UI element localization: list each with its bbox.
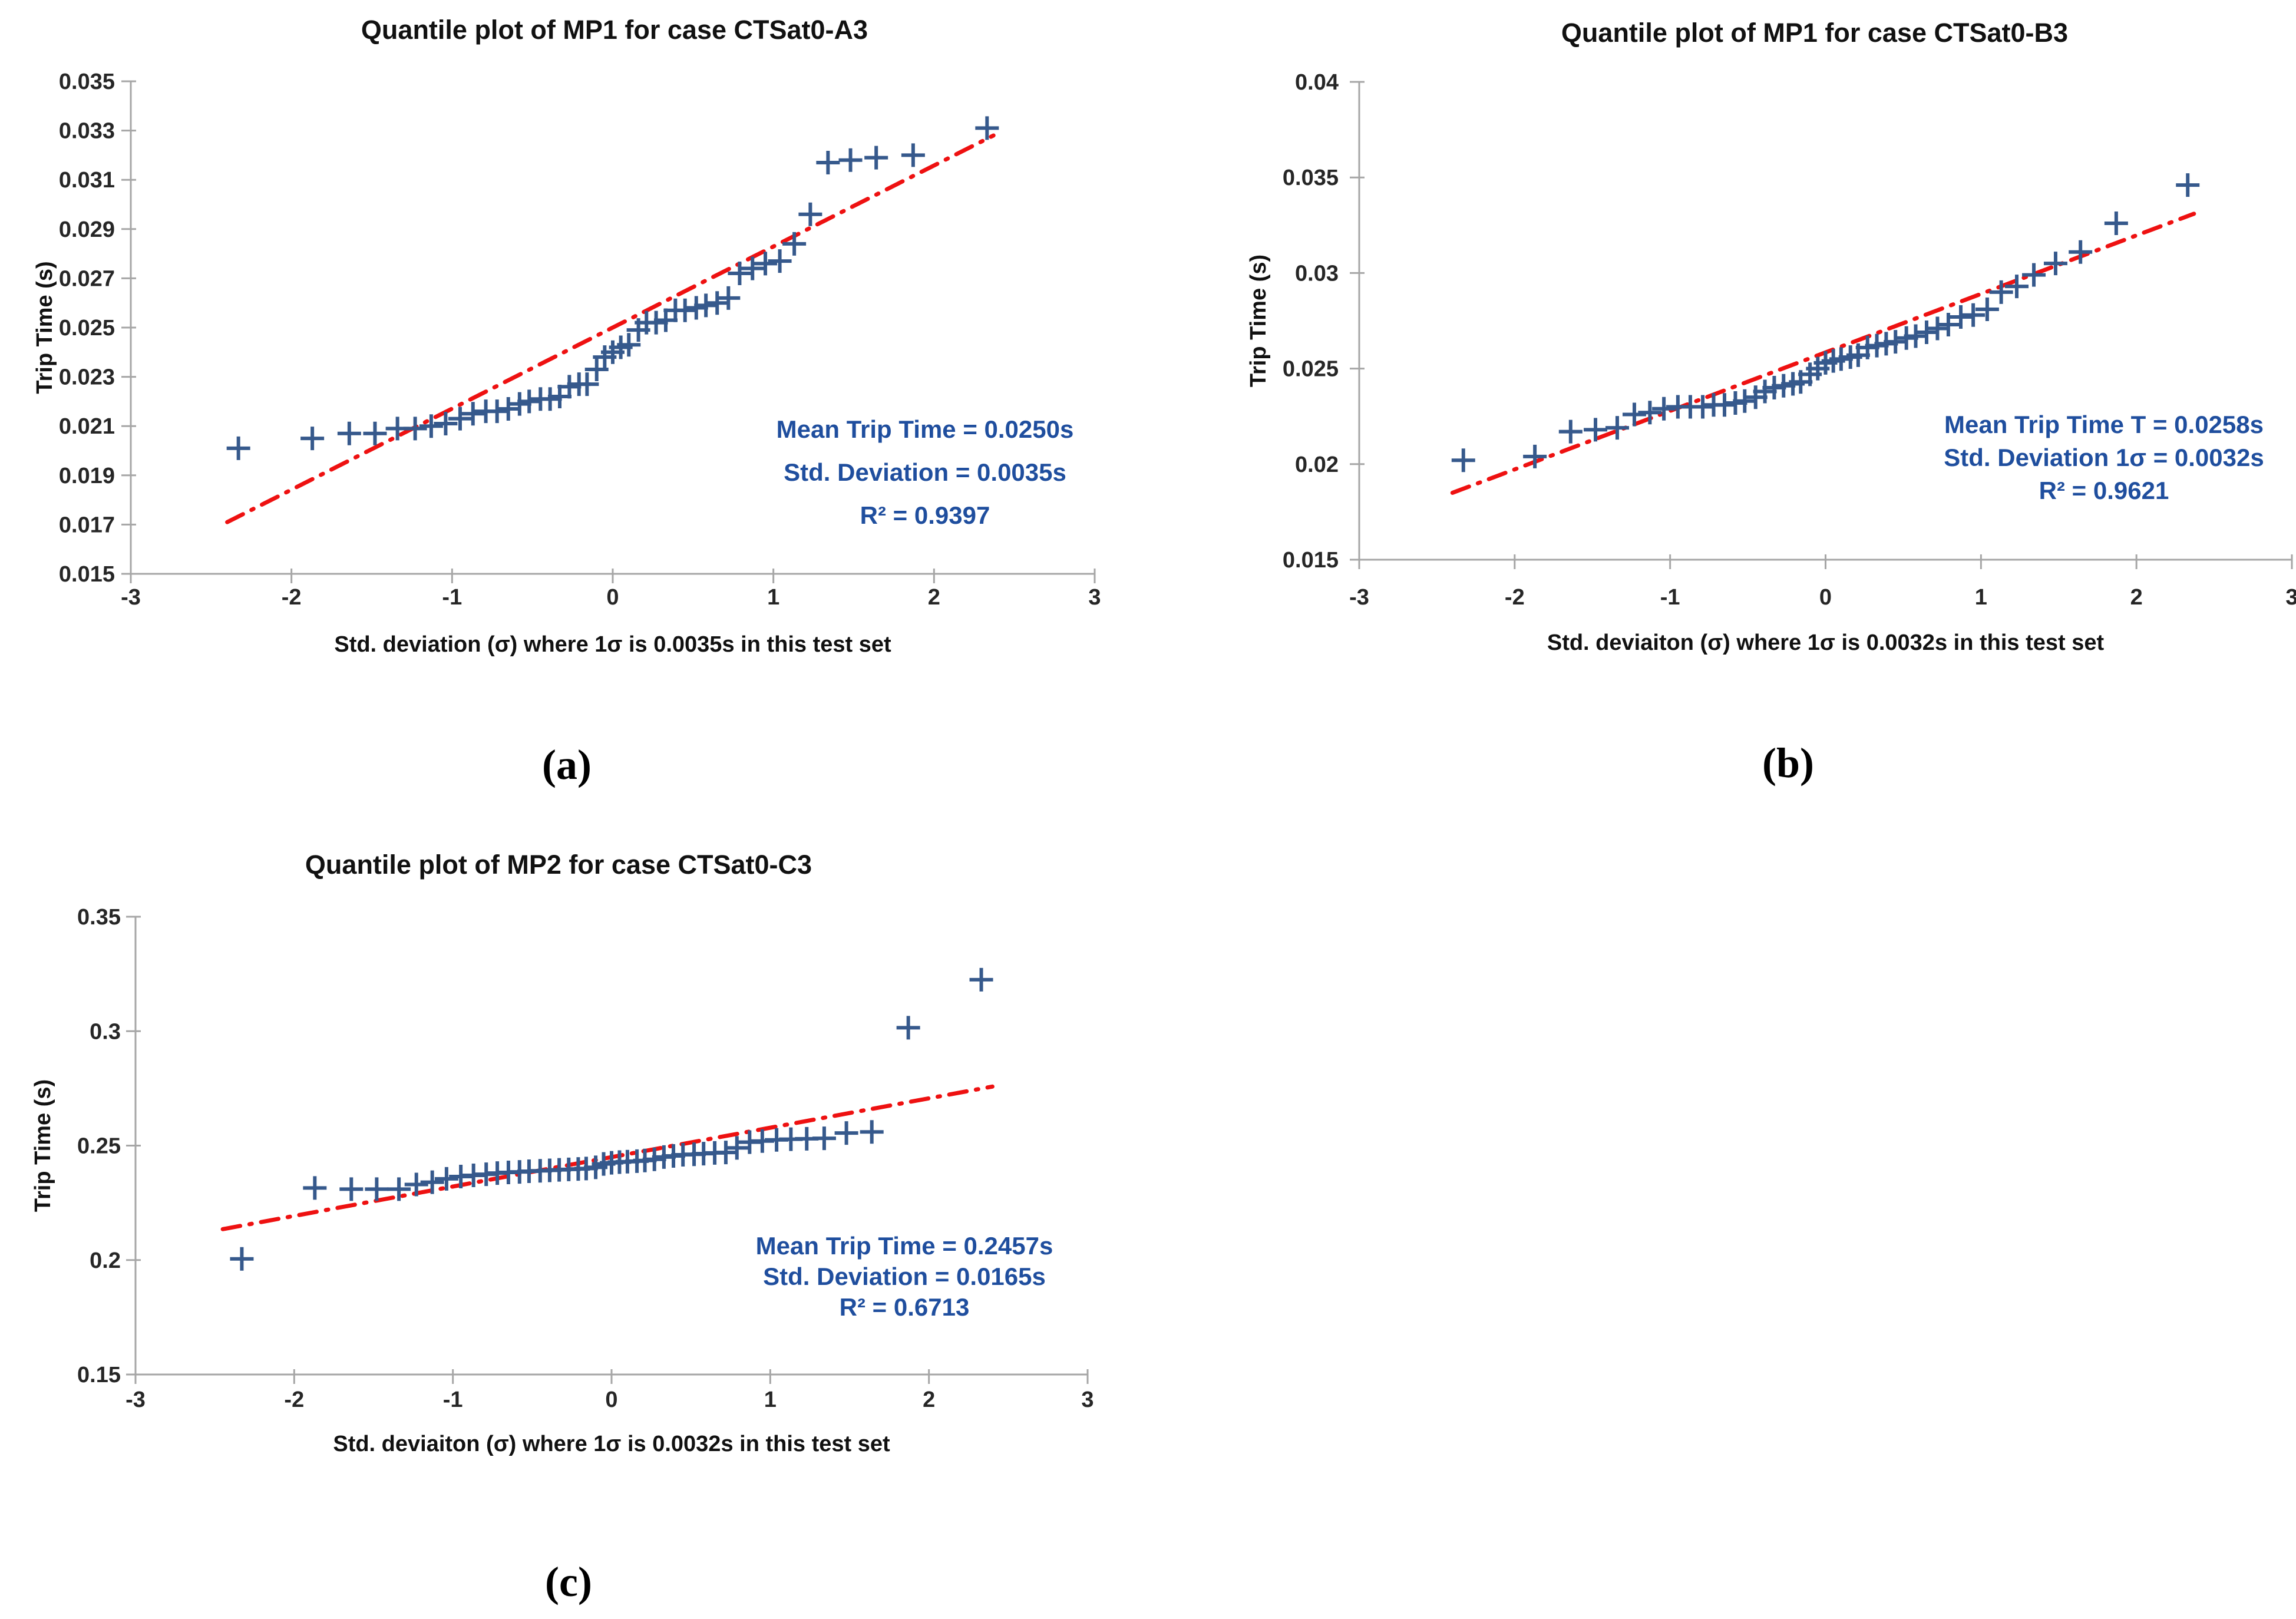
- x-tick-label: 1: [764, 1387, 777, 1412]
- stats-annotation-line: Std. Deviation 1σ = 0.0032s: [1944, 444, 2264, 471]
- stats-annotation-line: Mean Trip Time = 0.2457s: [756, 1232, 1053, 1260]
- x-axis-title: Std. deviaiton (σ) where 1σ is 0.0032s i…: [333, 1432, 890, 1456]
- x-tick-label: 0: [1819, 585, 1832, 610]
- chart-title: Quantile plot of MP2 for case CTSat0-C3: [305, 850, 812, 880]
- x-tick-label: 3: [2285, 585, 2296, 610]
- y-axis-title: Trip Time (s): [1246, 255, 1271, 387]
- stats-annotation-line: Std. Deviation = 0.0165s: [763, 1263, 1046, 1290]
- y-tick-label: 0.35: [77, 905, 121, 930]
- x-tick-label: 0: [606, 585, 619, 610]
- y-tick-label: 0.3: [90, 1019, 121, 1044]
- y-tick-label: 0.035: [1283, 166, 1339, 190]
- y-tick-label: 0.03: [1295, 261, 1339, 286]
- x-axis-title: Std. deviaiton (σ) where 1σ is 0.0032s i…: [1547, 630, 2105, 655]
- y-tick-label: 0.025: [59, 316, 115, 341]
- stats-annotation-line: Std. Deviation = 0.0035s: [784, 458, 1066, 486]
- x-tick-label: -3: [125, 1387, 146, 1412]
- x-tick-label: 2: [928, 585, 940, 610]
- stats-annotation-line: R² = 0.9621: [2039, 477, 2169, 504]
- x-tick-label: -3: [1349, 585, 1369, 610]
- x-tick-label: 2: [2130, 585, 2143, 610]
- trend-line: [1450, 212, 2196, 495]
- y-tick-label: 0.02: [1295, 452, 1339, 477]
- x-tick-label: 3: [1081, 1387, 1094, 1412]
- x-tick-label: 3: [1088, 585, 1101, 610]
- y-axis-title: Trip Time (s): [31, 1079, 55, 1212]
- y-tick-label: 0.035: [59, 70, 115, 94]
- data-point-series: [226, 116, 999, 460]
- x-tick-label: -2: [1505, 585, 1525, 610]
- quantile-plot-b: 0.015 0.02 0.025 0.03 0.035 0.04 -3 -2 -1 0 1 2 3 Qua…: [1246, 18, 2296, 787]
- y-tick-label: 0.015: [59, 562, 115, 587]
- panel-label: (b): [1762, 739, 1814, 787]
- x-tick-label: 1: [1975, 585, 1987, 610]
- x-tick-label: 0: [605, 1387, 617, 1412]
- stats-annotation-line: Mean Trip Time = 0.0250s: [777, 415, 1074, 443]
- x-axis-title: Std. deviation (σ) where 1σ is 0.0035s i…: [334, 632, 891, 657]
- x-tick-label: -3: [121, 585, 141, 610]
- x-tick-label: -2: [282, 585, 302, 610]
- y-tick-label: 0.021: [59, 414, 115, 439]
- stats-annotation-line: R² = 0.9397: [860, 501, 990, 529]
- trend-line: [220, 1084, 995, 1231]
- stats-annotation-line: Mean Trip Time T = 0.0258s: [1944, 411, 2264, 438]
- y-tick-label: 0.019: [59, 464, 115, 488]
- y-tick-label: 0.033: [59, 119, 115, 144]
- y-tick-label: 0.027: [59, 266, 115, 291]
- y-tick-label: 0.15: [77, 1363, 121, 1387]
- x-tick-label: 2: [923, 1387, 935, 1412]
- quantile-plot-c: 0.15 0.2 0.25 0.3 0.35 -3 -2 -1 0 1 2 3 Quantile plo…: [31, 850, 1094, 1605]
- y-tick-label: 0.017: [59, 513, 115, 537]
- stats-annotation-line: R² = 0.6713: [840, 1293, 970, 1321]
- y-tick-label: 0.04: [1295, 70, 1339, 95]
- chart-title: Quantile plot of MP1 for case CTSat0-A3: [361, 15, 868, 45]
- y-tick-label: 0.25: [77, 1134, 121, 1159]
- y-tick-label: 0.015: [1283, 548, 1339, 573]
- x-tick-label: 1: [767, 585, 779, 610]
- y-tick-label: 0.029: [59, 217, 115, 242]
- y-tick-label: 0.2: [90, 1248, 121, 1273]
- x-tick-label: -1: [442, 585, 462, 610]
- y-tick-label: 0.031: [59, 168, 115, 193]
- panel-label: (c): [545, 1558, 592, 1605]
- x-tick-label: -2: [284, 1387, 304, 1412]
- y-tick-label: 0.025: [1283, 357, 1339, 382]
- panel-label: (a): [542, 741, 592, 788]
- x-tick-label: -1: [443, 1387, 463, 1412]
- quantile-plot-a: 0.015 0.017 0.019 0.021 0.023 0.025 0.027 0.029…: [32, 15, 1101, 788]
- data-point-series: [230, 967, 993, 1271]
- x-tick-label: -1: [1660, 585, 1680, 610]
- data-point-series: [1451, 173, 2200, 473]
- trend-line: [225, 133, 996, 524]
- y-axis-title: Trip Time (s): [32, 261, 57, 394]
- chart-title: Quantile plot of MP1 for case CTSat0-B3: [1561, 18, 2068, 48]
- y-tick-label: 0.023: [59, 365, 115, 390]
